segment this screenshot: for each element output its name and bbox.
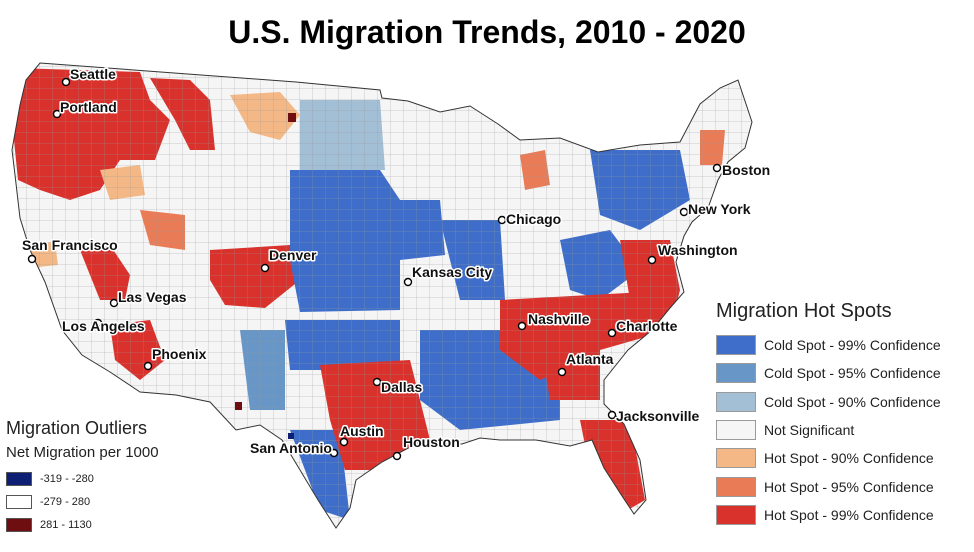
outlier-high-texas [235, 402, 242, 410]
hotspot-legend: Migration Hot Spots Cold Spot - 99% Conf… [716, 300, 974, 529]
hotspot-legend-item: Hot Spot - 99% Confidence [716, 501, 974, 529]
hotspot-legend-item: Cold Spot - 90% Confidence [716, 388, 974, 416]
outlier-low-tx [288, 433, 294, 439]
city-dot-jacksonville [607, 410, 617, 420]
city-label-jacksonville: Jacksonville [616, 408, 699, 424]
city-dot-denver [260, 263, 270, 273]
city-dot-phoenix [143, 361, 153, 371]
hotspot-legend-title: Migration Hot Spots [716, 300, 892, 322]
city-dot-los-angeles [93, 318, 103, 328]
legend-swatch [716, 476, 756, 497]
legend-swatch [716, 363, 756, 384]
outlier-legend-title: Migration Outliers [6, 418, 148, 438]
legend-label: Hot Spot - 90% Confidence [764, 450, 934, 467]
city-label-seattle: Seattle [70, 66, 116, 82]
city-dot-seattle [61, 77, 71, 87]
city-label-los-angeles: Los Angeles [62, 318, 145, 334]
legend-label: Not Significant [764, 422, 855, 439]
city-label-chicago: Chicago [506, 211, 561, 227]
city-dot-charlotte [607, 328, 617, 338]
city-dot-portland [52, 109, 62, 119]
city-dot-las-vegas [109, 298, 119, 308]
legend-swatch [716, 335, 756, 356]
legend-swatch [6, 471, 32, 486]
legend-swatch [6, 517, 32, 532]
hotspot-legend-item: Hot Spot - 95% Confidence [716, 472, 974, 500]
city-label-houston: Houston [403, 434, 460, 450]
outlier-legend-subtitle: Net Migration per 1000 [6, 444, 159, 461]
city-label-portland: Portland [60, 99, 117, 115]
city-label-phoenix: Phoenix [152, 346, 207, 362]
legend-label: Cold Spot - 90% Confidence [764, 393, 941, 410]
city-dot-san-antonio [329, 448, 339, 458]
city-dot-dallas [372, 377, 382, 387]
outlier-high-montana [288, 113, 296, 122]
city-label-nashville: Nashville [528, 311, 590, 327]
city-label-las-vegas: Las Vegas [118, 289, 187, 305]
legend-label: Hot Spot - 95% Confidence [764, 478, 934, 495]
city-dot-washington [647, 255, 657, 265]
legend-label: Cold Spot - 95% Confidence [764, 365, 941, 382]
city-dot-chicago [497, 215, 507, 225]
city-label-san-antonio: San Antonio [250, 440, 332, 456]
city-dot-houston [392, 451, 402, 461]
legend-label: -319 - -280 [40, 472, 94, 485]
outlier-legend: Migration Outliers Net Migration per 100… [6, 418, 246, 536]
outlier-legend-item: -279 - 280 [6, 490, 246, 513]
outlier-legend-item: 281 - 1130 [6, 513, 246, 536]
city-label-kansas-city: Kansas City [412, 264, 492, 280]
city-dot-atlanta [557, 367, 567, 377]
city-label-boston: Boston [722, 162, 770, 178]
city-dot-new-york [679, 207, 689, 217]
city-dot-boston [712, 163, 722, 173]
legend-label: -279 - 280 [40, 495, 91, 508]
hotspot-legend-item: Hot Spot - 90% Confidence [716, 444, 974, 472]
legend-swatch [716, 448, 756, 469]
legend-label: 281 - 1130 [40, 518, 92, 531]
city-label-san-francisco: San Francisco [22, 237, 118, 253]
city-dot-austin [339, 437, 349, 447]
legend-swatch [6, 494, 32, 509]
city-markers: Seattle Portland San Francisco Las Vegas… [21, 65, 772, 461]
hotspot-legend-item: Cold Spot - 99% Confidence [716, 331, 974, 359]
legend-label: Cold Spot - 99% Confidence [764, 337, 941, 354]
hotspot-legend-item: Cold Spot - 95% Confidence [716, 359, 974, 387]
us-migration-map: Seattle Portland San Francisco Las Vegas… [11, 62, 772, 529]
city-dot-nashville [517, 321, 527, 331]
legend-swatch [716, 391, 756, 412]
legend-swatch [716, 420, 756, 441]
city-label-new-york: New York [688, 201, 751, 217]
city-label-austin: Austin [340, 423, 384, 439]
city-label-washington: Washington [658, 242, 738, 258]
hotspot-legend-item: Not Significant [716, 416, 974, 444]
map-title: U.S. Migration Trends, 2010 - 2020 [228, 14, 746, 50]
city-label-atlanta: Atlanta [566, 351, 614, 367]
legend-swatch [716, 504, 756, 525]
city-label-dallas: Dallas [381, 379, 422, 395]
outlier-legend-item: -319 - -280 [6, 467, 246, 490]
city-label-charlotte: Charlotte [616, 318, 678, 334]
city-dot-kansas-city [403, 277, 413, 287]
city-dot-san-francisco [27, 254, 37, 264]
city-label-denver: Denver [269, 247, 317, 263]
legend-label: Hot Spot - 99% Confidence [764, 506, 934, 523]
